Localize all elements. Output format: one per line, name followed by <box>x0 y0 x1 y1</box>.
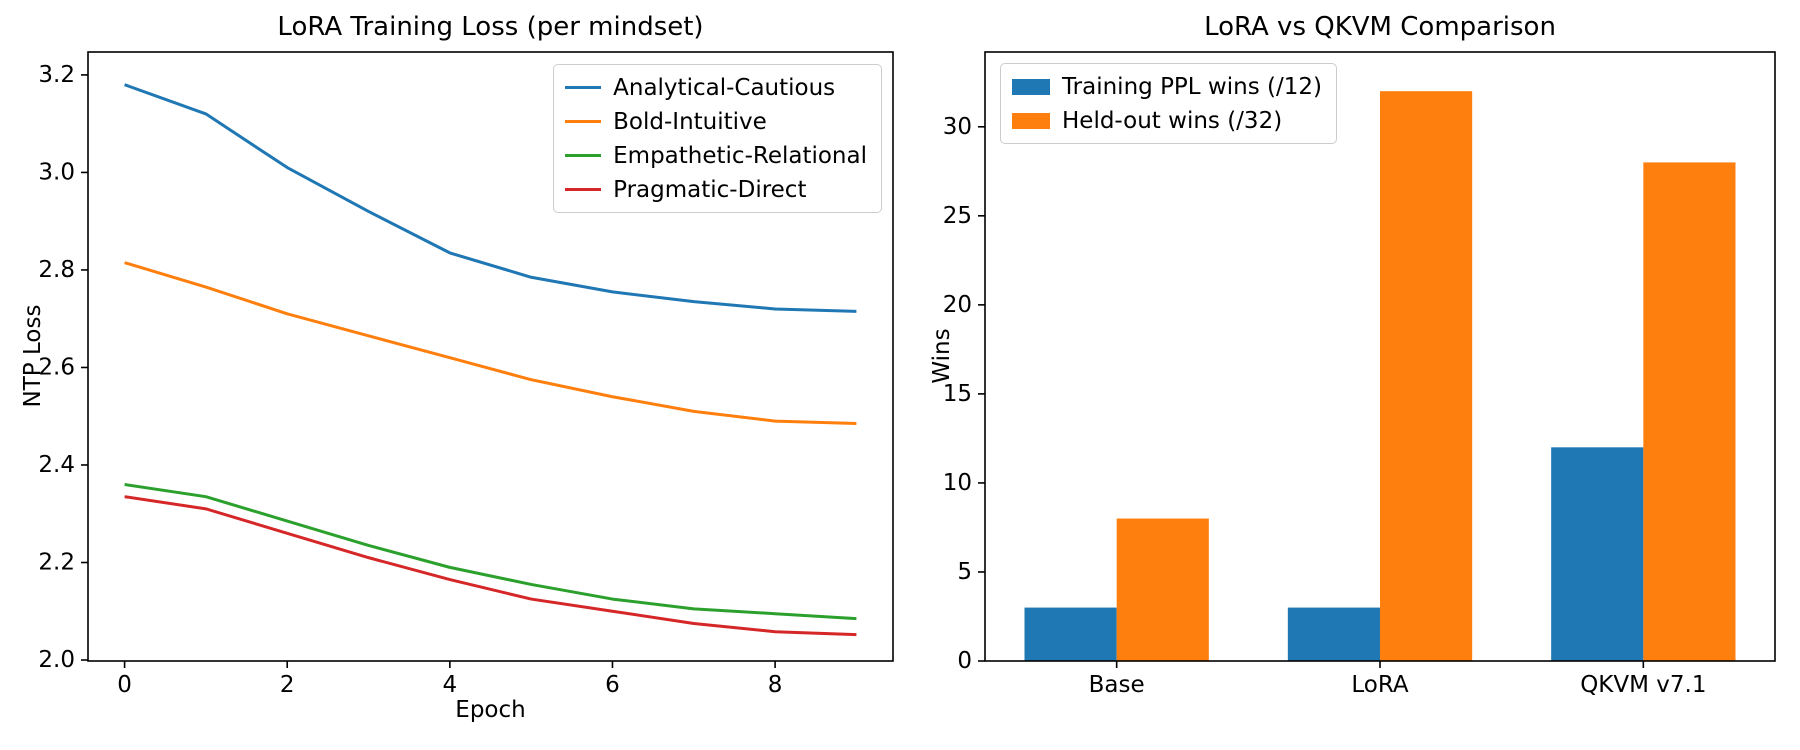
bar-chart-svg: 0 5 10 15 20 25 30 Base LoRA QKVM v7.1 <box>943 51 1776 698</box>
y-tick-label: 2.6 <box>38 354 75 380</box>
legend-line-swatch <box>565 119 602 124</box>
series-line-pragmatic-direct <box>124 495 857 637</box>
series-line-analytical-cautious <box>124 83 857 313</box>
legend-patch-swatch <box>1012 112 1050 129</box>
x-tick-label: Base <box>1089 672 1145 698</box>
x-tick-label: 2 <box>280 672 295 698</box>
x-tick-label: 0 <box>117 672 132 698</box>
legend-line-swatch <box>565 85 602 90</box>
bar-qkvm-v7-1-series-1 <box>1643 162 1736 661</box>
axes-spines <box>984 51 1776 662</box>
series-line-bold-intuitive <box>124 261 857 426</box>
y-tick-label: 0 <box>957 648 972 674</box>
legend-item: Analytical-Cautious <box>565 74 867 101</box>
legend-label: Empathetic-Relational <box>613 142 867 169</box>
x-tick-label: QKVM v7.1 <box>1580 672 1706 698</box>
line-chart-legend: Analytical-Cautious Bold-Intuitive Empathe… <box>553 64 882 213</box>
bar-base-series-0 <box>1024 607 1117 661</box>
y-tick-label: 5 <box>957 559 972 585</box>
y-tick-label: 30 <box>943 114 972 140</box>
bar-lora-series-1 <box>1380 91 1473 662</box>
bar-chart-legend: Training PPL wins (/12) Held-out wins (/3… <box>1000 63 1337 144</box>
y-tick-label: 2.2 <box>38 550 75 576</box>
legend-line-swatch <box>565 153 602 158</box>
y-tick-label: 15 <box>943 381 972 407</box>
legend-label: Bold-Intuitive <box>613 108 767 135</box>
legend-item: Training PPL wins (/12) <box>1012 73 1322 100</box>
bar-chart-title: LoRA vs QKVM Comparison <box>1204 12 1556 42</box>
line-chart-ylabel: NTP Loss <box>20 304 46 408</box>
bar-base-series-1 <box>1116 518 1209 661</box>
y-tick-label: 10 <box>943 470 972 496</box>
y-tick-label: 2.0 <box>38 647 75 673</box>
legend-line-swatch <box>565 187 602 192</box>
x-tick-label: 6 <box>605 672 620 698</box>
y-tick-label: 3.0 <box>38 159 75 185</box>
y-tick-label: 3.2 <box>38 62 75 88</box>
legend-label: Training PPL wins (/12) <box>1062 73 1322 100</box>
legend-item: Pragmatic-Direct <box>565 176 867 203</box>
legend-label: Held-out wins (/32) <box>1062 107 1283 134</box>
bar-chart-panel: 0 5 10 15 20 25 30 Base LoRA QKVM v7.1 LoRA vs QK… <box>900 0 1800 750</box>
line-chart-panel: 2.0 2.2 2.4 2.6 2.8 3.0 3.2 0 2 4 6 8 LoRA Training… <box>20 12 894 723</box>
bar-lora-series-0 <box>1287 607 1380 661</box>
legend-label: Pragmatic-Direct <box>613 176 807 203</box>
bar-qkvm-v7-1-series-0 <box>1551 447 1644 661</box>
series-line-empathetic-relational <box>124 483 857 621</box>
x-tick-label: LoRA <box>1351 672 1409 698</box>
x-tick-label: 4 <box>443 672 458 698</box>
y-tick-label: 2.4 <box>38 452 75 478</box>
legend-label: Analytical-Cautious <box>613 74 836 101</box>
legend-item: Empathetic-Relational <box>565 142 867 169</box>
y-tick-label: 25 <box>943 203 972 229</box>
y-tick-label: 2.8 <box>38 257 75 283</box>
line-chart-xlabel: Epoch <box>455 697 526 723</box>
legend-item: Held-out wins (/32) <box>1012 107 1322 134</box>
axes-spines <box>87 51 894 662</box>
legend-item: Bold-Intuitive <box>565 108 867 135</box>
line-chart-svg: 2.0 2.2 2.4 2.6 2.8 3.0 3.2 0 2 4 6 8 <box>38 51 894 698</box>
y-tick-label: 20 <box>943 292 972 318</box>
x-tick-label: 8 <box>768 672 783 698</box>
legend-patch-swatch <box>1012 78 1050 95</box>
bar-chart-ylabel: Wins <box>929 328 955 384</box>
line-chart-title: LoRA Training Loss (per mindset) <box>277 12 704 42</box>
